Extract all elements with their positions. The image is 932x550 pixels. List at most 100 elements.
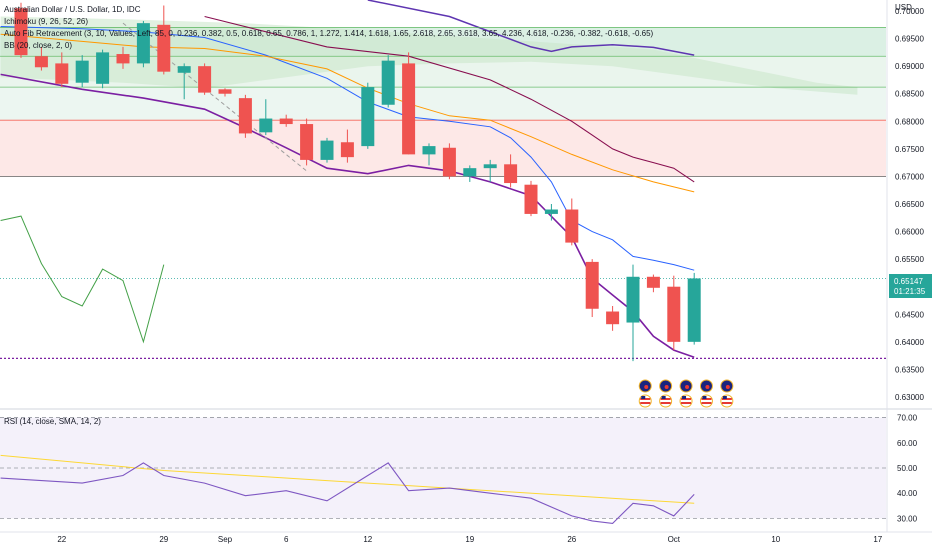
ichimoku-lead-b-line <box>204 15 695 183</box>
candle-body <box>606 311 620 325</box>
candle-body <box>524 184 538 214</box>
candle-body <box>218 89 232 94</box>
candle <box>238 94 252 138</box>
au-flag-icon <box>720 379 734 393</box>
candle-body <box>667 286 681 342</box>
current-price-tag-bg <box>889 274 932 298</box>
candle <box>75 55 89 88</box>
ichimoku-top-line <box>367 0 695 56</box>
candles <box>14 2 701 362</box>
candle <box>687 272 701 345</box>
price-tick-label: 0.63000 <box>895 393 924 402</box>
price-tick-label: 0.66500 <box>895 200 924 209</box>
au-flag-icon <box>679 379 693 393</box>
candle <box>136 20 150 68</box>
candle-body <box>320 140 334 160</box>
price-tick-label: 0.66000 <box>895 228 924 237</box>
us-flag-icon <box>720 394 734 408</box>
rsi-line <box>0 462 695 524</box>
candle <box>14 2 28 58</box>
price-axis[interactable]: USD 0.70000 0.69500 0.69000 0.68500 0.68000 0… <box>895 3 924 402</box>
candle-body <box>483 164 497 169</box>
us-flag-stripe <box>681 402 692 404</box>
candle-body <box>279 118 293 125</box>
candle <box>646 274 660 293</box>
candle-body <box>238 98 252 134</box>
candle-body <box>55 63 69 84</box>
candle-body <box>402 63 416 155</box>
price-tick-label: 0.64500 <box>895 310 924 319</box>
candle <box>483 159 497 182</box>
time-tick-label: 12 <box>363 535 372 544</box>
current-price-countdown: 01:21:35 <box>894 287 926 296</box>
legend-ichimoku[interactable]: Ichimoku (9, 26, 52, 26) <box>4 17 88 26</box>
candle <box>279 114 293 127</box>
candle <box>340 129 354 163</box>
event-flags <box>638 379 734 408</box>
price-tick-label: 0.67500 <box>895 145 924 154</box>
candle-body <box>585 261 599 309</box>
time-tick-label: 17 <box>873 535 882 544</box>
candle <box>177 63 191 100</box>
candle <box>524 180 538 217</box>
candle-body <box>504 164 518 184</box>
candle-body <box>565 209 579 243</box>
candle-body <box>646 276 660 288</box>
us-flag-canton <box>722 396 727 399</box>
us-flag-canton <box>702 396 707 399</box>
us-flag-icon <box>679 394 693 408</box>
candle <box>157 5 171 75</box>
ichimoku-cloud-area <box>0 16 858 95</box>
candle <box>422 143 436 166</box>
us-flag-icon <box>699 394 713 408</box>
price-axis-currency: USD <box>895 3 912 12</box>
candle <box>626 264 640 362</box>
candle-body <box>422 146 436 155</box>
price-tick-label: 0.64000 <box>895 338 924 347</box>
time-tick-label: Oct <box>668 535 681 544</box>
ichimoku-cloud <box>0 0 858 95</box>
legend-bb[interactable]: BB (20, close, 2, 0) <box>4 41 72 50</box>
candle <box>218 88 232 97</box>
rsi-axis[interactable]: 70.00 60.00 50.00 40.00 30.00 <box>897 414 918 524</box>
candle-body <box>116 54 130 64</box>
price-tick-label: 0.65500 <box>895 255 924 264</box>
price-tick-label: 0.68500 <box>895 90 924 99</box>
time-tick-label: 10 <box>771 535 780 544</box>
us-flag-canton <box>661 396 666 399</box>
candle <box>402 52 416 155</box>
candle <box>96 49 110 89</box>
price-tick-label: 0.63500 <box>895 365 924 374</box>
candle-body <box>259 118 273 133</box>
rsi-tick-label: 70.00 <box>897 414 918 423</box>
legend-rsi[interactable]: RSI (14, close, SMA, 14, 2) <box>4 417 101 426</box>
candle <box>667 275 681 351</box>
rsi-ma-line <box>0 454 695 504</box>
chart-title[interactable]: Australian Dollar / U.S. Dollar, 1D, IDC <box>4 5 141 14</box>
us-flag-canton <box>641 396 646 399</box>
us-flag-icon <box>638 394 652 408</box>
candle-body <box>177 66 191 73</box>
candle <box>361 82 375 149</box>
candle-body <box>361 87 375 147</box>
au-flag-mark <box>725 385 730 389</box>
candle-body <box>687 278 701 342</box>
candle <box>34 46 48 71</box>
time-axis[interactable]: 22 29 Sep 6 12 19 26 Oct 10 17 <box>57 535 882 544</box>
rsi-tick-label: 60.00 <box>897 439 918 448</box>
candle-body <box>626 276 640 323</box>
fib-trend-line <box>122 22 307 172</box>
current-price-value: 0.65147 <box>894 277 923 286</box>
legend-fib[interactable]: Auto Fib Retracement (3, 10, Values, Lef… <box>4 29 654 38</box>
us-flag-stripe <box>640 402 651 404</box>
candle <box>320 137 334 163</box>
au-flag-mark <box>685 385 690 389</box>
candle-body <box>34 56 48 68</box>
candle-body <box>442 147 456 177</box>
price-tick-label: 0.68000 <box>895 117 924 126</box>
time-tick-label: Sep <box>218 535 233 544</box>
price-tick-label: 0.70000 <box>895 7 924 16</box>
time-tick-label: 29 <box>159 535 168 544</box>
candle-body <box>136 23 150 64</box>
candle <box>381 55 395 108</box>
